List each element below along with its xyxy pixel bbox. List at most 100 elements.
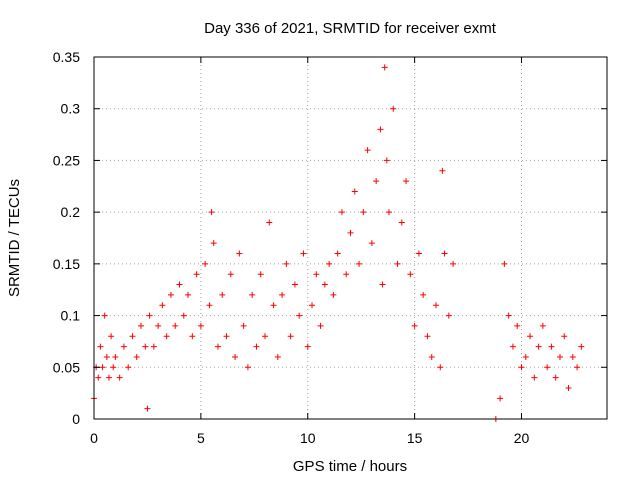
data-point xyxy=(227,271,234,278)
axes: 0 5 10 15 20 0 0.05 0.1 0.15 0.2 0.25 0.3 0.35 xyxy=(53,49,607,446)
data-point xyxy=(377,126,384,133)
data-point xyxy=(180,312,187,319)
data-point xyxy=(321,281,328,288)
data-point xyxy=(556,353,563,360)
data-point xyxy=(420,291,427,298)
data-point xyxy=(110,364,117,371)
y-axis-label: SRMTID / TECUs xyxy=(6,179,23,297)
data-point xyxy=(548,343,555,350)
data-point xyxy=(219,291,226,298)
data-point xyxy=(505,312,512,319)
data-point xyxy=(424,333,431,340)
data-point xyxy=(112,353,119,360)
data-point xyxy=(373,178,380,185)
data-point xyxy=(129,333,136,340)
data-point xyxy=(441,250,448,257)
data-point xyxy=(390,105,397,112)
x-tick-label: 0 xyxy=(90,430,98,446)
data-point xyxy=(133,353,140,360)
x-tick-label: 10 xyxy=(300,430,316,446)
data-point xyxy=(244,364,251,371)
data-point xyxy=(514,322,521,329)
data-point xyxy=(116,374,123,381)
data-point xyxy=(144,405,151,412)
data-point xyxy=(544,364,551,371)
data-point xyxy=(236,250,243,257)
data-point xyxy=(398,219,405,226)
data-point xyxy=(565,384,572,391)
data-point xyxy=(569,353,576,360)
data-point xyxy=(274,353,281,360)
data-point xyxy=(223,333,230,340)
data-point xyxy=(197,322,204,329)
data-point xyxy=(326,260,333,267)
y-tick-label: 0.05 xyxy=(53,359,80,375)
data-point xyxy=(208,209,215,216)
data-point xyxy=(383,157,390,164)
y-tick-label: 0 xyxy=(72,411,80,427)
data-point xyxy=(103,353,110,360)
data-point xyxy=(95,374,102,381)
data-point xyxy=(578,343,585,350)
data-point xyxy=(379,281,386,288)
data-point xyxy=(304,343,311,350)
data-point xyxy=(176,281,183,288)
data-point xyxy=(334,250,341,257)
data-point xyxy=(172,322,179,329)
data-point xyxy=(433,302,439,309)
data-point xyxy=(291,281,298,288)
data-point xyxy=(159,302,166,309)
data-point xyxy=(270,302,277,309)
data-point xyxy=(539,322,546,329)
data-point xyxy=(150,343,157,350)
data-point xyxy=(202,260,209,267)
data-point xyxy=(351,188,358,195)
data-point xyxy=(437,364,444,371)
data-point xyxy=(535,343,542,350)
data-point xyxy=(531,374,538,381)
data-point xyxy=(97,343,104,350)
data-point xyxy=(411,322,418,329)
data-point xyxy=(189,333,196,340)
data-point xyxy=(527,333,534,340)
data-point xyxy=(210,240,217,247)
x-tick-label: 15 xyxy=(407,430,423,446)
data-point xyxy=(232,353,239,360)
data-point xyxy=(163,333,170,340)
data-point xyxy=(279,291,286,298)
data-point xyxy=(287,333,294,340)
data-point xyxy=(253,343,260,350)
grid xyxy=(94,57,607,419)
data-point xyxy=(185,291,192,298)
data-point xyxy=(240,322,247,329)
data-point xyxy=(407,271,414,278)
data-point xyxy=(257,271,264,278)
data-point xyxy=(343,271,350,278)
data-point xyxy=(501,260,508,267)
data-point xyxy=(518,364,525,371)
data-point xyxy=(385,209,392,216)
data-point xyxy=(193,271,200,278)
data-point xyxy=(309,302,316,309)
data-point xyxy=(108,333,115,340)
chart-title: Day 336 of 2021, SRMTID for receiver exm… xyxy=(204,20,497,37)
x-tick-label: 20 xyxy=(514,430,530,446)
x-axis-label: GPS time / hours xyxy=(293,458,407,475)
data-point xyxy=(262,333,268,340)
data-point xyxy=(99,364,106,371)
data-point xyxy=(415,250,422,257)
data-point xyxy=(381,64,388,71)
data-point xyxy=(155,322,162,329)
y-tick-label: 0.25 xyxy=(53,152,80,168)
data-point xyxy=(296,312,303,319)
data-point xyxy=(266,219,273,226)
data-point xyxy=(105,374,112,381)
data-point xyxy=(522,353,529,360)
data-point xyxy=(552,374,559,381)
data-point xyxy=(360,209,367,216)
data-point xyxy=(167,291,174,298)
data-point xyxy=(146,312,153,319)
data-point xyxy=(317,322,324,329)
y-tick-label: 0.3 xyxy=(61,101,81,117)
